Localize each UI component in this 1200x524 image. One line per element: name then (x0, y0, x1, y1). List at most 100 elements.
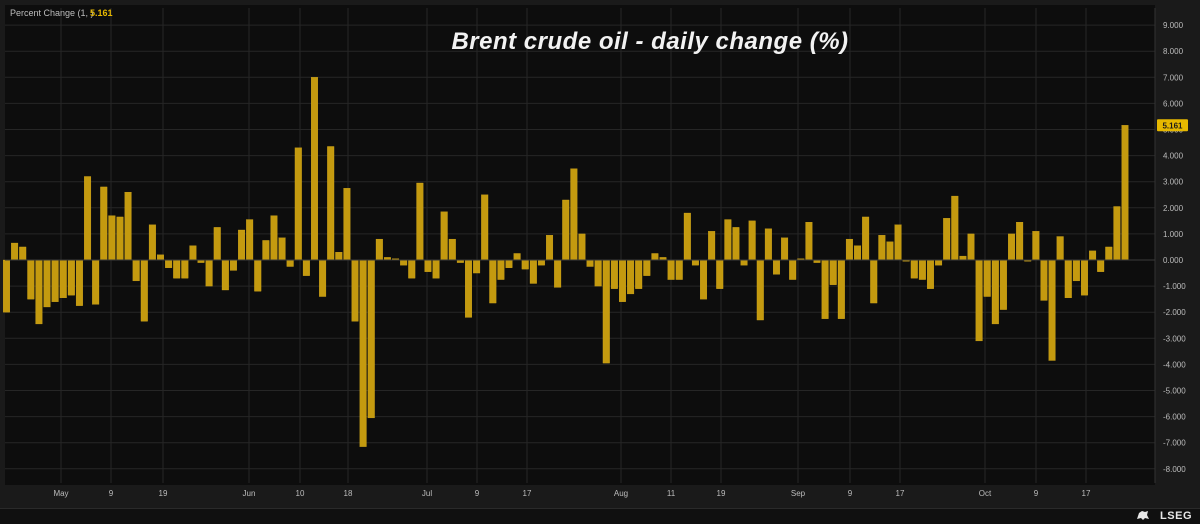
bar[interactable] (910, 259, 918, 279)
bar[interactable] (181, 259, 189, 279)
bar[interactable] (546, 235, 554, 261)
bar[interactable] (740, 259, 748, 266)
bar[interactable] (643, 259, 651, 276)
bar[interactable] (943, 218, 951, 261)
bar[interactable] (108, 215, 116, 261)
bar[interactable] (416, 182, 424, 261)
bar[interactable] (1048, 259, 1056, 361)
bar[interactable] (886, 241, 894, 261)
bar[interactable] (84, 176, 92, 261)
bar[interactable] (570, 168, 578, 261)
bar[interactable] (959, 255, 967, 261)
bar[interactable] (319, 259, 327, 297)
bar[interactable] (1040, 259, 1048, 301)
bar[interactable] (691, 259, 699, 266)
bar[interactable] (157, 254, 164, 261)
bar[interactable] (27, 259, 35, 300)
bar[interactable] (270, 215, 278, 261)
bar[interactable] (578, 233, 586, 261)
bar[interactable] (1081, 259, 1088, 296)
bar[interactable] (635, 259, 643, 289)
bar[interactable] (327, 146, 335, 261)
bar[interactable] (51, 259, 59, 302)
bar[interactable] (854, 245, 862, 261)
bar[interactable] (1097, 259, 1105, 272)
bar[interactable] (602, 259, 610, 364)
bar[interactable] (554, 259, 562, 288)
bar[interactable] (675, 259, 683, 280)
bar[interactable] (927, 259, 934, 289)
bar[interactable] (773, 259, 780, 275)
bar[interactable] (1016, 222, 1024, 261)
bar[interactable] (918, 259, 926, 280)
bar[interactable] (408, 259, 416, 279)
bar[interactable] (683, 212, 691, 261)
bar[interactable] (505, 259, 513, 268)
bar[interactable] (489, 259, 497, 304)
bar[interactable] (967, 233, 975, 261)
bar[interactable] (748, 220, 756, 261)
bar[interactable] (667, 259, 675, 280)
bar[interactable] (3, 259, 10, 313)
bar[interactable] (975, 259, 983, 342)
bar[interactable] (213, 227, 221, 261)
bar[interactable] (173, 259, 181, 279)
bar[interactable] (1056, 236, 1064, 261)
bar[interactable] (610, 259, 618, 289)
bar[interactable] (781, 237, 789, 261)
bar[interactable] (789, 259, 797, 280)
bar[interactable] (75, 259, 83, 306)
bar[interactable] (238, 229, 246, 261)
bar[interactable] (148, 224, 156, 261)
bar[interactable] (229, 259, 237, 271)
bar[interactable] (221, 259, 229, 291)
bar[interactable] (627, 259, 635, 295)
bar[interactable] (700, 259, 708, 300)
bar[interactable] (1072, 259, 1080, 282)
bar[interactable] (246, 219, 254, 261)
bar[interactable] (845, 238, 853, 261)
bar[interactable] (343, 188, 351, 261)
bar[interactable] (440, 211, 448, 261)
bar[interactable] (473, 259, 481, 274)
bar[interactable] (465, 259, 472, 318)
bar[interactable] (1121, 125, 1129, 261)
bar[interactable] (1064, 259, 1072, 298)
bar[interactable] (805, 222, 813, 261)
bar[interactable] (513, 253, 521, 261)
bar[interactable] (400, 259, 408, 266)
bar[interactable] (1105, 246, 1113, 261)
bar[interactable] (991, 259, 999, 325)
bar[interactable] (724, 219, 732, 261)
bar[interactable] (651, 253, 659, 261)
bar[interactable] (278, 237, 286, 261)
bar[interactable] (529, 259, 537, 284)
bar[interactable] (983, 259, 991, 297)
bar[interactable] (448, 238, 456, 261)
bar[interactable] (43, 259, 51, 308)
bar[interactable] (1032, 231, 1040, 261)
bar[interactable] (894, 224, 902, 261)
bar[interactable] (302, 259, 310, 276)
bar[interactable] (562, 199, 570, 261)
bar[interactable] (367, 259, 375, 419)
bar[interactable] (619, 259, 626, 302)
bar[interactable] (951, 195, 959, 261)
bar[interactable] (1113, 206, 1121, 261)
bar[interactable] (481, 194, 489, 261)
bar[interactable] (294, 147, 302, 261)
bar[interactable] (1008, 233, 1016, 261)
bar[interactable] (537, 259, 545, 266)
bar[interactable] (586, 259, 594, 267)
bar[interactable] (708, 231, 716, 261)
bar[interactable] (870, 259, 878, 304)
bar[interactable] (132, 259, 140, 282)
bar[interactable] (521, 259, 529, 270)
bar[interactable] (335, 252, 343, 261)
bar[interactable] (497, 259, 505, 280)
bar[interactable] (878, 235, 886, 261)
bar[interactable] (351, 259, 359, 322)
bar[interactable] (140, 259, 148, 322)
bar[interactable] (59, 259, 67, 298)
bar[interactable] (11, 242, 19, 261)
